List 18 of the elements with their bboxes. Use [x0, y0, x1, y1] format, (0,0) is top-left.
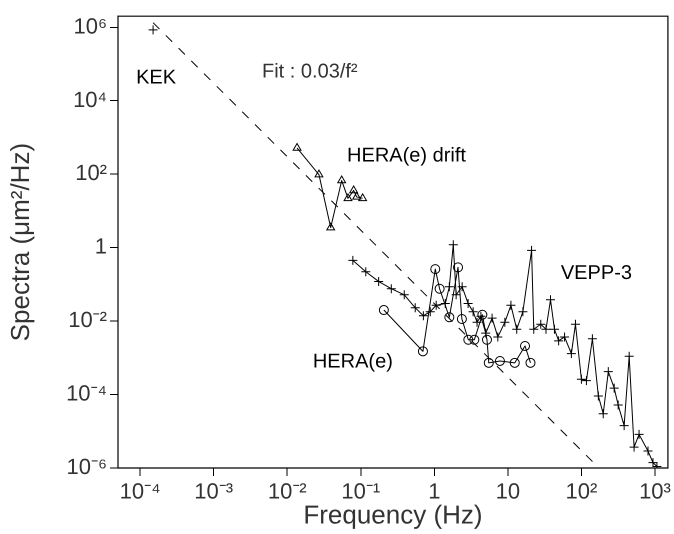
- x-tick-label: 10⁻³: [194, 478, 234, 504]
- series-label: VEPP-3: [560, 262, 632, 284]
- y-tick-label: 10⁴: [73, 86, 107, 112]
- x-tick-label: 10³: [639, 478, 671, 504]
- y-tick-label: 10²: [75, 160, 107, 186]
- x-tick-label: 10²: [566, 478, 598, 504]
- annotation: Fit : 0.03/f²: [262, 60, 358, 83]
- y-tick-label: 10⁻²: [68, 307, 107, 332]
- series-label: HERA(e): [312, 350, 393, 373]
- y-tick-label: 10⁻⁴: [66, 380, 107, 406]
- series-label: HERA(e) drift: [347, 144, 466, 166]
- y-tick-label: 1: [94, 234, 107, 259]
- y-axis-title: Spectra (μm²/Hz): [4, 142, 35, 342]
- y-tick-label: 10⁶: [73, 13, 107, 38]
- x-tick-label: 10⁻⁴: [120, 478, 161, 504]
- x-tick-label: 10: [496, 478, 520, 504]
- y-tick-label: 10⁻⁶: [66, 454, 107, 480]
- series-label: KEK: [136, 66, 177, 88]
